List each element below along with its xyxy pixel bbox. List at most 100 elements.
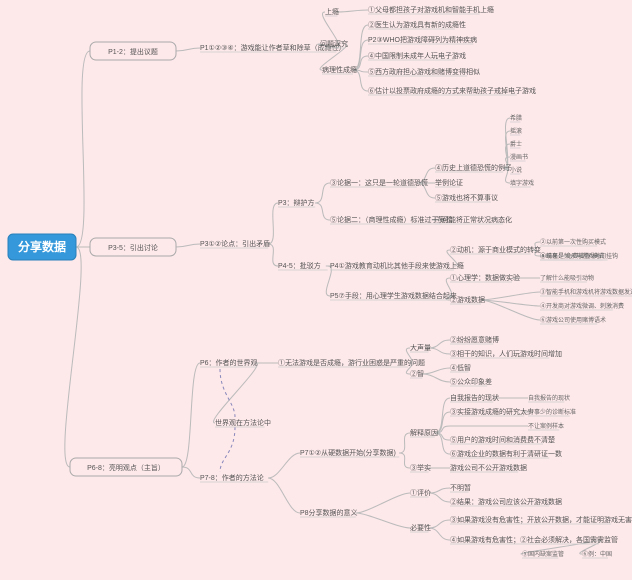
connector — [337, 10, 368, 12]
connector — [315, 203, 330, 220]
leaf-node[interactable]: 问题深究 — [320, 39, 348, 48]
root-label: 分享数据 — [18, 239, 66, 254]
leaf-node[interactable]: 不让案例样本 — [528, 422, 564, 430]
connector — [315, 183, 330, 203]
dashed-connector — [220, 427, 235, 472]
leaf-node[interactable]: ④历史上道德恐慌的例子 — [435, 163, 512, 172]
connector — [399, 453, 410, 468]
leaf-node[interactable]: ②智 — [410, 369, 424, 378]
leaf-node[interactable]: ⑥估计以投票政府成瘾的方式来帮助孩子戒掉电子游戏 — [368, 86, 536, 95]
leaf-node[interactable]: 爵士 — [510, 140, 522, 148]
connector — [76, 51, 90, 247]
leaf-node[interactable]: P7-8：作者的方法论 — [200, 473, 264, 482]
leaf-node[interactable]: ②以前第一次性购买模式 — [540, 238, 606, 246]
connector — [429, 488, 450, 493]
leaf-node[interactable]: ③相干的知识，人们玩游戏时间增加 — [450, 349, 562, 358]
leaf-node[interactable]: ③论据一：这只是一轮道德恐慌 — [330, 178, 428, 187]
leaf-node[interactable]: 大声量 — [410, 343, 431, 352]
connector — [268, 478, 300, 513]
connector — [65, 247, 81, 467]
leaf-node[interactable]: 世界观在方法论中 — [215, 418, 271, 427]
leaf-node[interactable]: ①无法游戏是否成瘾，游行业困惑是严重的问题 — [278, 358, 425, 367]
leaf-node[interactable]: 游戏公司不公开游戏数据 — [450, 463, 527, 472]
connector — [182, 467, 200, 478]
connector — [429, 528, 450, 540]
leaf-node[interactable]: ②动机：源于商业模式的转变 — [450, 245, 541, 254]
leaf-node[interactable]: ⑤国内缺案监管 — [522, 550, 564, 558]
leaf-node[interactable]: P2③WHO把游戏障碍列为精神疾病 — [368, 35, 477, 44]
connector — [326, 266, 331, 296]
connector — [481, 292, 540, 300]
leaf-node[interactable]: 希腊 — [510, 114, 522, 122]
connector — [429, 493, 450, 502]
leaf-node[interactable]: ⑤西方政府担心游戏和赌博变得相似 — [368, 67, 480, 76]
leaf-node[interactable]: ④中国限制未成年人玩电子游戏 — [368, 51, 466, 60]
leaf-node[interactable]: P4①游戏教育动机比其他手段来使游戏上瘾 — [330, 261, 464, 270]
leaf-node[interactable]: ⑥游戏企业的数据有利于清研证一数 — [450, 449, 562, 458]
leaf-node[interactable]: P7①②从硬数据开始(分享数据) — [300, 448, 396, 457]
leaf-node[interactable]: 填字游戏 — [510, 179, 534, 187]
leaf-node[interactable]: 摇滚 — [510, 127, 522, 135]
leaf-node[interactable]: ②结果：游戏公司应该公开游戏数据 — [450, 497, 562, 506]
leaf-node[interactable]: P4-5：批驳方 — [278, 261, 321, 270]
leaf-node[interactable]: 病理性成瘾 — [322, 65, 357, 74]
leaf-node[interactable]: ①评价 — [410, 489, 431, 497]
branch-label: P3-5：引出讨论 — [108, 243, 158, 252]
leaf-node[interactable]: ④开发商对游戏微调、刺激消费 — [540, 302, 624, 310]
connector — [399, 433, 410, 453]
branch-label: P6-8：亮明观点（主旨） — [87, 463, 165, 472]
leaf-node[interactable]: ⑤用户的游戏时间和消费费不清楚 — [450, 435, 555, 444]
connector — [481, 300, 540, 306]
leaf-node[interactable]: 举例论证 — [435, 178, 463, 187]
leaf-node[interactable]: P3①②论点：引出矛盾 — [200, 239, 270, 248]
leaf-node[interactable]: ④如果游戏有危害性；②社会必须解决，各国需需监管 — [450, 535, 618, 544]
leaf-node[interactable]: P6：作者的世界观 — [200, 358, 258, 367]
leaf-node[interactable]: 有事少的诊断标准 — [528, 408, 576, 416]
connector — [182, 363, 200, 467]
leaf-node[interactable]: ①父母都担孩子对游戏机和智能手机上瘾 — [368, 5, 494, 14]
leaf-node[interactable]: ⑥游戏公司使用赌博语术 — [540, 316, 606, 324]
leaf-node[interactable]: 小说 — [510, 166, 522, 174]
connector — [356, 493, 410, 513]
leaf-node[interactable]: ②纷纷愿意赌博 — [450, 335, 499, 344]
connector — [435, 398, 450, 433]
leaf-node[interactable]: ②医生认为游戏具有新的成瘾性 — [368, 20, 466, 29]
leaf-node[interactable]: ⑤公众印象差 — [450, 377, 492, 386]
leaf-node[interactable]: ③实接游戏成瘾的研究太少 — [450, 407, 534, 416]
leaf-node[interactable]: 解释原因 — [410, 428, 438, 437]
connector — [268, 453, 300, 478]
leaf-node[interactable]: ①心理学：数据做实验 — [450, 273, 520, 282]
connector — [503, 118, 510, 168]
branch-label: P1-2：提出议题 — [108, 47, 158, 56]
connector — [176, 48, 200, 51]
leaf-node[interactable]: 必要性 — [410, 523, 431, 532]
leaf-node[interactable]: 不明暂 — [450, 483, 471, 492]
connector — [422, 374, 450, 382]
leaf-node[interactable]: ③智能手机和游戏机将游戏数据发送给开发者 — [540, 288, 632, 296]
connector — [176, 244, 200, 247]
leaf-node[interactable]: ③举实 — [410, 463, 431, 472]
leaf-node[interactable]: 上瘾 — [325, 7, 339, 16]
leaf-node[interactable]: 自我报告的现状 — [450, 393, 499, 402]
leaf-node[interactable]: ⑦可能将正常状况病态化 — [435, 215, 512, 224]
leaf-node[interactable]: P5⑦手段：用心理学生游戏数据结合起来 — [330, 291, 457, 300]
leaf-node[interactable]: 了解什么能吸引动物 — [540, 274, 594, 282]
connector — [429, 348, 450, 354]
leaf-node[interactable]: P8分享数据的意义 — [300, 508, 358, 517]
leaf-node[interactable]: ②游戏数据 — [450, 295, 485, 304]
dashed-connector — [220, 369, 235, 417]
connector — [356, 513, 410, 528]
leaf-node[interactable]: ⑤结果：关入与游戏时间挂钩 — [540, 252, 618, 260]
connector — [429, 520, 450, 528]
leaf-node[interactable]: 自我报告的现状 — [528, 394, 570, 402]
connector — [422, 368, 450, 374]
mindmap-canvas: 分享数据P1-2：提出议题P3-5：引出讨论P6-8：亮明观点（主旨）P1①②③… — [0, 0, 632, 580]
connector — [429, 340, 450, 348]
leaf-node[interactable]: ③如果游戏没有危害性；开放公开数据，才能证明游戏无害 — [450, 515, 632, 524]
connector — [268, 203, 278, 244]
leaf-node[interactable]: ④低智 — [450, 363, 471, 372]
leaf-node[interactable]: P3：辩护方 — [278, 198, 315, 207]
leaf-node[interactable]: 漫画书 — [510, 153, 528, 161]
leaf-node[interactable]: ⑤游戏也将不算事议 — [435, 193, 498, 202]
leaf-node[interactable]: ⑥例：中国 — [582, 550, 612, 558]
